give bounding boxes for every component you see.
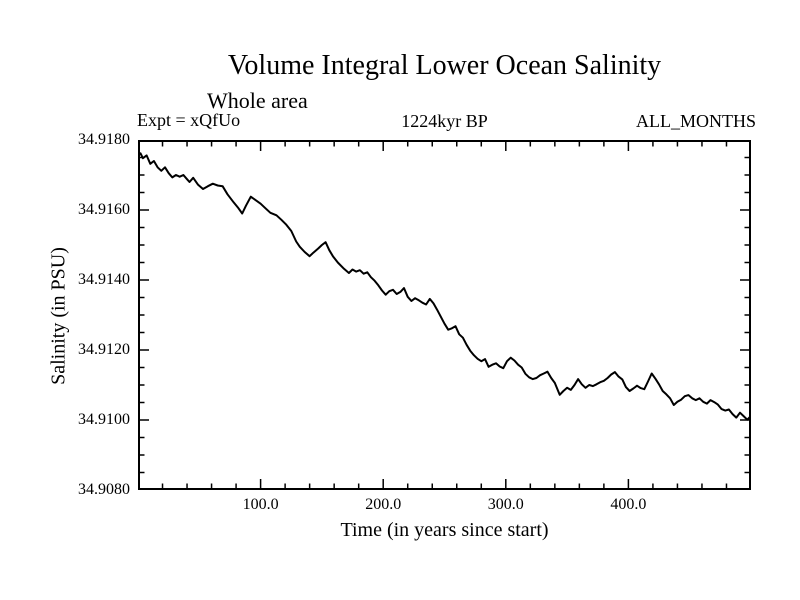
- x-tick-label: 200.0: [365, 496, 402, 513]
- salinity-line: [138, 152, 751, 421]
- months-label: ALL_MONTHS: [636, 111, 756, 131]
- plot-frame: [138, 140, 751, 490]
- y-tick-label: 34.9140: [78, 271, 130, 288]
- epoch-label: 1224kyr BP: [401, 111, 488, 131]
- y-tick-label: 34.9180: [78, 131, 130, 148]
- y-tick-label: 34.9120: [78, 341, 130, 358]
- experiment-label: Expt = xQfUo: [137, 110, 241, 130]
- y-tick-label: 34.9100: [78, 411, 130, 428]
- plot-area: [138, 140, 751, 490]
- x-tick-label: 300.0: [487, 496, 524, 513]
- y-tick-label: 34.9080: [78, 481, 130, 498]
- chart-subtitle: Whole area: [207, 88, 308, 113]
- x-tick-label: 400.0: [610, 496, 647, 513]
- x-axis-title: Time (in years since start): [340, 519, 549, 541]
- chart-title: Volume Integral Lower Ocean Salinity: [227, 50, 662, 81]
- y-tick-label: 34.9160: [78, 201, 130, 218]
- y-axis-title: Salinity (in PSU): [47, 247, 70, 385]
- x-tick-label: 100.0: [242, 496, 279, 513]
